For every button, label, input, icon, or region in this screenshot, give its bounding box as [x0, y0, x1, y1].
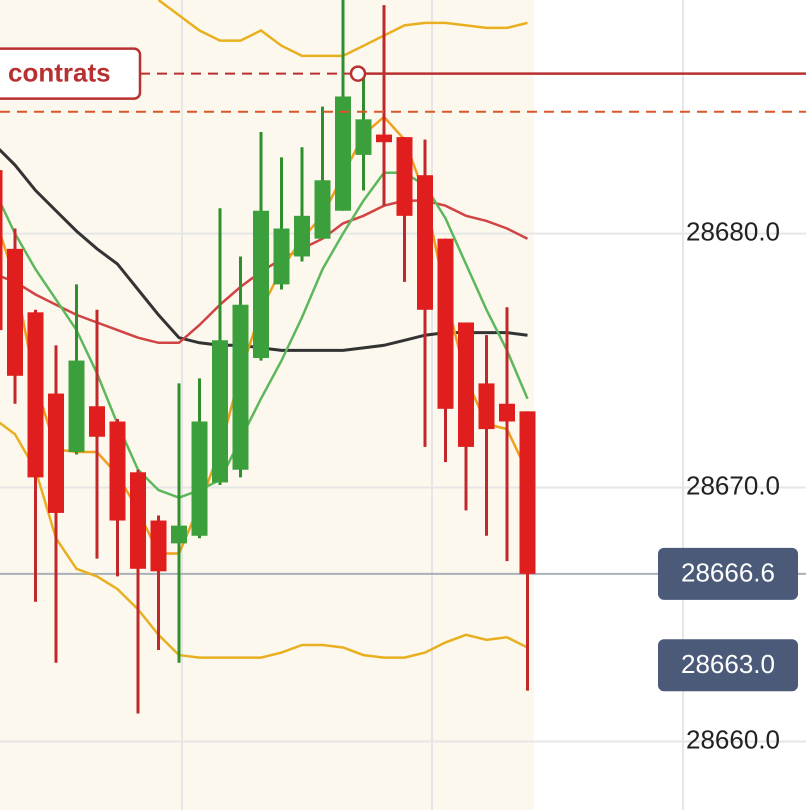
candle-body [212, 340, 228, 483]
candle-body [232, 304, 249, 470]
candle-body [396, 137, 413, 216]
candle-body [0, 170, 3, 331]
y-tick-label: 28660.0 [686, 724, 780, 754]
candle-body [376, 134, 392, 143]
candle-body [7, 248, 23, 376]
candle-body [335, 96, 351, 211]
candle-body [294, 215, 310, 257]
candle-body [171, 525, 187, 544]
candle-body [417, 175, 433, 310]
candle-body [150, 520, 167, 572]
candle-body [109, 421, 126, 521]
y-tick-label: 28680.0 [686, 216, 780, 246]
candle-body [253, 210, 269, 359]
candle-body [48, 393, 64, 513]
candle-body [437, 238, 454, 409]
candle-body [27, 312, 44, 478]
price-tag [658, 639, 798, 692]
candle-body [355, 119, 372, 155]
candle-body [191, 421, 208, 536]
order-handle [349, 65, 367, 82]
price-tag-label: 28663.0 [681, 649, 775, 679]
order-tag [0, 47, 142, 100]
candle-body [89, 406, 105, 437]
candle-body [499, 403, 515, 422]
candle-body [519, 411, 536, 574]
price-tag-label: 28666.6 [681, 558, 775, 588]
y-tick-label: 28670.0 [686, 470, 780, 500]
candle-body [130, 472, 146, 569]
candle-body [68, 360, 85, 452]
candle-body [314, 180, 331, 239]
order-label: contrats [8, 58, 111, 88]
price-tag [658, 547, 798, 600]
candle-body [478, 383, 495, 430]
candle-body [458, 322, 474, 447]
indicator-line [0, 421, 529, 659]
candle-body [273, 228, 290, 285]
indicator-line [0, 171, 529, 500]
